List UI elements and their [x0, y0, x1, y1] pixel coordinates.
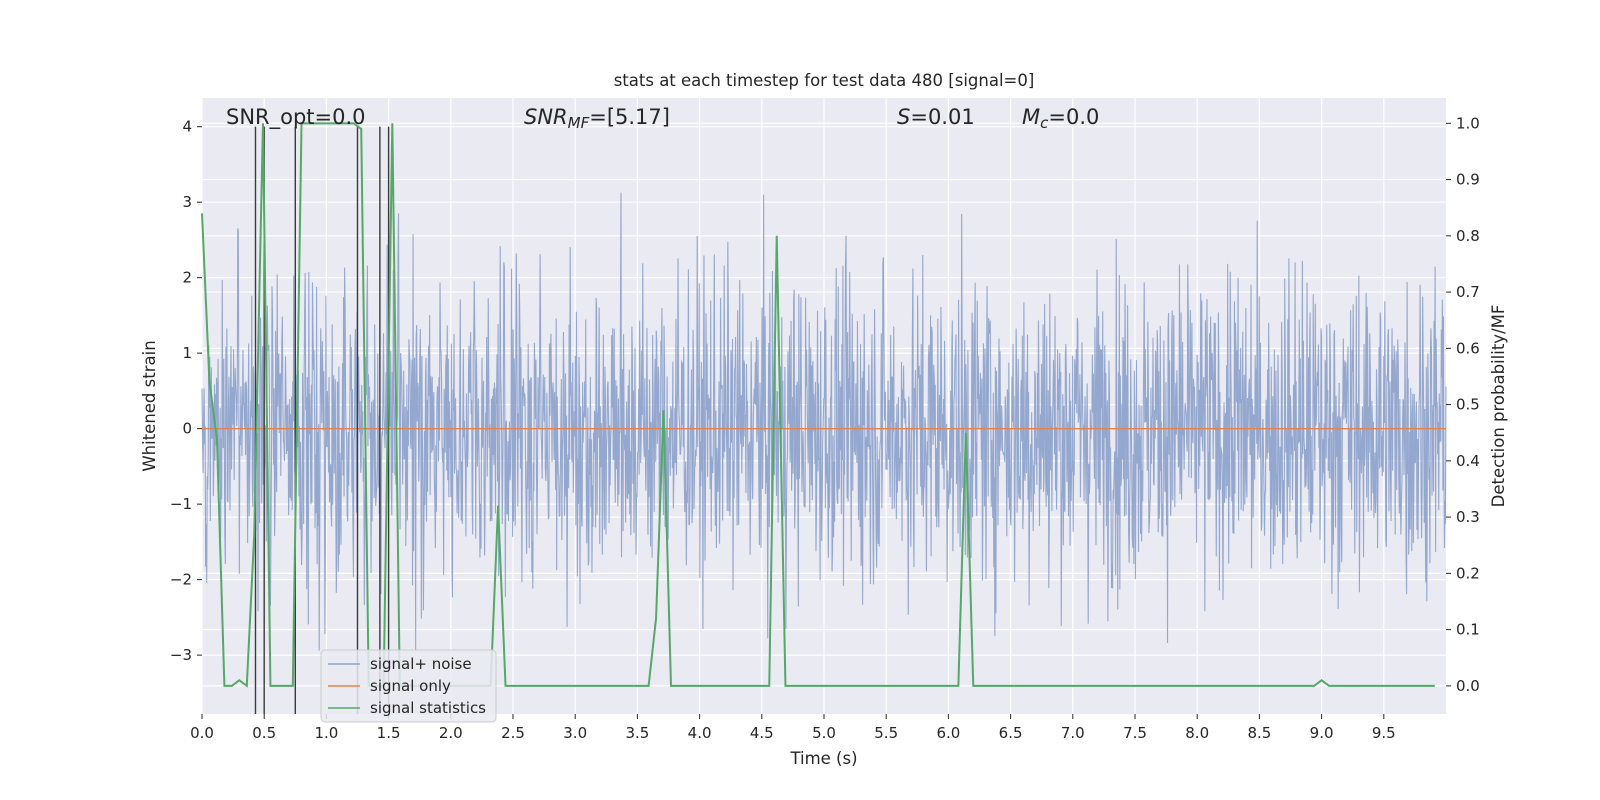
annotations: SNR_opt=0.0 SNRMF=[5.17] S=0.01 Mc=0.0 [226, 105, 1099, 132]
y-left-tick-label-0: −3 [170, 646, 192, 664]
y-right-tick-label-10: 1.0 [1456, 114, 1480, 132]
x-tick-label-0: 0.0 [190, 724, 214, 742]
y-right-tick-label-6: 0.6 [1456, 339, 1480, 357]
s-label: S [897, 105, 910, 129]
x-tick-label-17: 8.5 [1247, 724, 1271, 742]
x-tick-label-15: 7.5 [1123, 724, 1147, 742]
y-right-axis-label: Detection probability/MF [1489, 305, 1508, 508]
mc-value: =0.0 [1048, 105, 1099, 129]
s-annotation: S=0.01 [897, 105, 975, 129]
x-axis-label: Time (s) [789, 749, 857, 768]
snr-mf-value: =[5.17] [589, 105, 670, 129]
y-right-tick-label-0: 0.0 [1456, 677, 1480, 695]
snr-mf-subscript: MF [568, 114, 590, 132]
chart-title: stats at each timestep for test data 480… [614, 71, 1035, 90]
legend: signal+ noise signal only signal statist… [320, 649, 497, 723]
legend-label-signal-only: signal only [370, 677, 451, 695]
x-tick-label-19: 9.5 [1372, 724, 1396, 742]
x-tick-label-5: 2.5 [501, 724, 525, 742]
x-tick-label-16: 8.0 [1185, 724, 1209, 742]
x-tick-label-3: 1.5 [377, 724, 401, 742]
snr-mf-label: SNR [524, 105, 568, 129]
snr-opt-annotation: SNR_opt=0.0 [226, 105, 366, 130]
y-left-tick-label-2: −1 [170, 495, 192, 513]
y-left-axis-ticks: −3 −2 −1 0 1 2 3 4 [170, 118, 202, 664]
s-value: =0.01 [910, 105, 974, 129]
y-right-tick-label-7: 0.7 [1456, 283, 1480, 301]
y-right-tick-label-3: 0.3 [1456, 508, 1480, 526]
y-left-tick-label-5: 2 [182, 269, 192, 287]
x-tick-label-12: 6.0 [936, 724, 960, 742]
x-tick-label-2: 1.0 [314, 724, 338, 742]
y-left-tick-label-3: 0 [182, 420, 192, 438]
x-tick-label-7: 3.5 [625, 724, 649, 742]
x-tick-label-11: 5.5 [874, 724, 898, 742]
y-right-tick-label-4: 0.4 [1456, 452, 1480, 470]
x-tick-label-8: 4.0 [688, 724, 712, 742]
legend-label-signal-statistics: signal statistics [370, 699, 486, 717]
y-left-tick-label-7: 4 [182, 118, 192, 136]
mc-subscript: c [1040, 114, 1049, 132]
y-right-tick-label-9: 0.9 [1456, 171, 1480, 189]
mc-annotation: Mc=0.0 [1022, 105, 1099, 132]
x-tick-label-1: 0.5 [252, 724, 276, 742]
y-left-axis-label: Whitened strain [140, 340, 159, 471]
x-tick-label-18: 9.0 [1310, 724, 1334, 742]
x-tick-label-13: 6.5 [999, 724, 1023, 742]
y-right-tick-label-1: 0.1 [1456, 621, 1480, 639]
x-tick-label-4: 2.0 [439, 724, 463, 742]
mc-label: M [1022, 105, 1040, 129]
y-left-tick-label-6: 3 [182, 193, 192, 211]
snr-mf-annotation: SNRMF=[5.17] [524, 105, 670, 132]
y-right-tick-label-8: 0.8 [1456, 227, 1480, 245]
y-left-tick-label-1: −2 [170, 571, 192, 589]
x-tick-label-14: 7.0 [1061, 724, 1085, 742]
y-left-tick-label-4: 1 [182, 344, 192, 362]
y-right-tick-label-2: 0.2 [1456, 564, 1480, 582]
noise-line [201, 192, 1447, 652]
legend-box [320, 649, 497, 723]
y-right-axis-ticks: 0.0 0.1 0.2 0.3 0.4 0.5 0.6 0.7 0.8 0.9 1.0 [1446, 114, 1480, 695]
x-tick-label-10: 5.0 [812, 724, 836, 742]
legend-label-signal-noise: signal+ noise [370, 655, 472, 673]
x-tick-label-6: 3.0 [563, 724, 587, 742]
x-axis-ticks: 0.0 0.5 1.0 1.5 2.0 2.5 3.0 3.5 4.0 4.5 5.0 5.5 6.0 6… [190, 714, 1396, 742]
series-signal-noise [201, 192, 1447, 652]
x-tick-label-9: 4.5 [750, 724, 774, 742]
y-right-tick-label-5: 0.5 [1456, 396, 1480, 414]
